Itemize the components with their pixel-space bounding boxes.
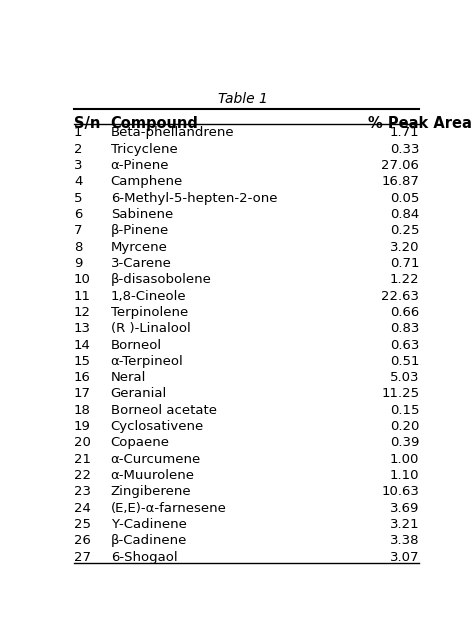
Text: Υ-Cadinene: Υ-Cadinene	[110, 518, 187, 531]
Text: 1.22: 1.22	[390, 273, 419, 286]
Text: 5.03: 5.03	[390, 371, 419, 384]
Text: 3.07: 3.07	[390, 551, 419, 564]
Text: β-disasobolene: β-disasobolene	[110, 273, 211, 286]
Text: 0.39: 0.39	[390, 437, 419, 449]
Text: Table 1: Table 1	[218, 92, 268, 106]
Text: 18: 18	[74, 404, 91, 417]
Text: Compound: Compound	[110, 116, 199, 130]
Text: 0.83: 0.83	[390, 322, 419, 335]
Text: 22: 22	[74, 469, 91, 482]
Text: 1: 1	[74, 126, 82, 139]
Text: 1.71: 1.71	[390, 126, 419, 139]
Text: Tricyclene: Tricyclene	[110, 143, 177, 156]
Text: 23: 23	[74, 485, 91, 498]
Text: 6-Methyl-5-hepten-2-one: 6-Methyl-5-hepten-2-one	[110, 192, 277, 205]
Text: 4: 4	[74, 175, 82, 188]
Text: 0.05: 0.05	[390, 192, 419, 205]
Text: S/n: S/n	[74, 116, 100, 130]
Text: 9: 9	[74, 257, 82, 270]
Text: 3.69: 3.69	[390, 501, 419, 515]
Text: 2: 2	[74, 143, 82, 156]
Text: Camphene: Camphene	[110, 175, 183, 188]
Text: Cyclosativene: Cyclosativene	[110, 420, 204, 433]
Text: 13: 13	[74, 322, 91, 335]
Text: Beta-phellandrene: Beta-phellandrene	[110, 126, 234, 139]
Text: 5: 5	[74, 192, 82, 205]
Text: 6: 6	[74, 208, 82, 221]
Text: 3.38: 3.38	[390, 534, 419, 547]
Text: Sabinene: Sabinene	[110, 208, 173, 221]
Text: 16.87: 16.87	[382, 175, 419, 188]
Text: 0.33: 0.33	[390, 143, 419, 156]
Text: 12: 12	[74, 306, 91, 319]
Text: 1.10: 1.10	[390, 469, 419, 482]
Text: 10: 10	[74, 273, 91, 286]
Text: 0.20: 0.20	[390, 420, 419, 433]
Text: α-Pinene: α-Pinene	[110, 159, 169, 172]
Text: 16: 16	[74, 371, 91, 384]
Text: β-Cadinene: β-Cadinene	[110, 534, 187, 547]
Text: α-Terpineol: α-Terpineol	[110, 355, 183, 368]
Text: Borneol: Borneol	[110, 338, 162, 352]
Text: 1,8-Cineole: 1,8-Cineole	[110, 290, 186, 302]
Text: Neral: Neral	[110, 371, 146, 384]
Text: Myrcene: Myrcene	[110, 241, 167, 254]
Text: 10.63: 10.63	[382, 485, 419, 498]
Text: 6-Shogaol: 6-Shogaol	[110, 551, 177, 564]
Text: 17: 17	[74, 388, 91, 401]
Text: (R )-Linalool: (R )-Linalool	[110, 322, 191, 335]
Text: % Peak Area: % Peak Area	[368, 116, 472, 130]
Text: (E,E)-α-farnesene: (E,E)-α-farnesene	[110, 501, 227, 515]
Text: 7: 7	[74, 224, 82, 238]
Text: Geranial: Geranial	[110, 388, 167, 401]
Text: 20: 20	[74, 437, 91, 449]
Text: 11: 11	[74, 290, 91, 302]
Text: α-Curcumene: α-Curcumene	[110, 453, 201, 465]
Text: 24: 24	[74, 501, 91, 515]
Text: Terpinolene: Terpinolene	[110, 306, 188, 319]
Text: β-Pinene: β-Pinene	[110, 224, 169, 238]
Text: 0.15: 0.15	[390, 404, 419, 417]
Text: 0.84: 0.84	[390, 208, 419, 221]
Text: 27.06: 27.06	[382, 159, 419, 172]
Text: Borneol acetate: Borneol acetate	[110, 404, 217, 417]
Text: 11.25: 11.25	[381, 388, 419, 401]
Text: 19: 19	[74, 420, 91, 433]
Text: α-Muurolene: α-Muurolene	[110, 469, 195, 482]
Text: 21: 21	[74, 453, 91, 465]
Text: 0.25: 0.25	[390, 224, 419, 238]
Text: 0.71: 0.71	[390, 257, 419, 270]
Text: 3: 3	[74, 159, 82, 172]
Text: 3.21: 3.21	[390, 518, 419, 531]
Text: 3.20: 3.20	[390, 241, 419, 254]
Text: 26: 26	[74, 534, 91, 547]
Text: 1.00: 1.00	[390, 453, 419, 465]
Text: 15: 15	[74, 355, 91, 368]
Text: 22.63: 22.63	[381, 290, 419, 302]
Text: 27: 27	[74, 551, 91, 564]
Text: 14: 14	[74, 338, 91, 352]
Text: 25: 25	[74, 518, 91, 531]
Text: 0.51: 0.51	[390, 355, 419, 368]
Text: Copaene: Copaene	[110, 437, 170, 449]
Text: Zingiberene: Zingiberene	[110, 485, 191, 498]
Text: 3-Carene: 3-Carene	[110, 257, 172, 270]
Text: 0.66: 0.66	[390, 306, 419, 319]
Text: 8: 8	[74, 241, 82, 254]
Text: 0.63: 0.63	[390, 338, 419, 352]
